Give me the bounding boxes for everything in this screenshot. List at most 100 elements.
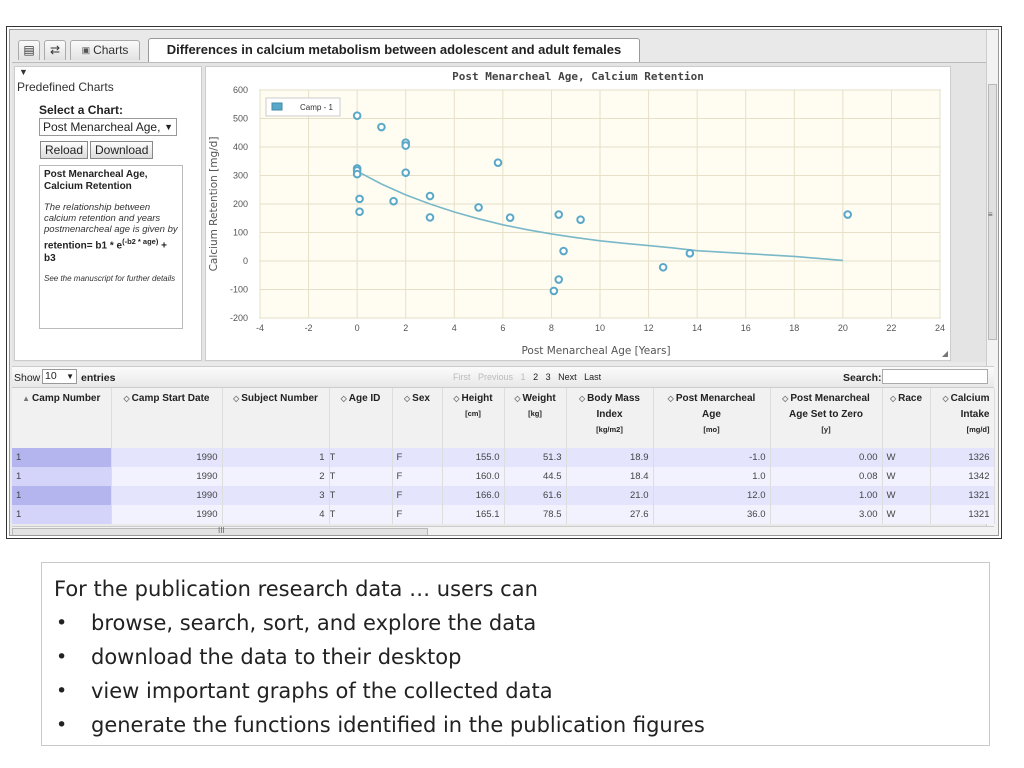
data-point [425,213,435,222]
pager-next[interactable]: Next [558,372,577,382]
horizontal-scrollbar[interactable]: III [12,526,994,535]
legend-label: Camp - 1 [300,103,333,112]
pager-page-3[interactable]: 3 [545,372,551,382]
table-cell: 51.3 [504,448,567,467]
description-text: The relationship between calcium retenti… [44,202,178,235]
search-label: Search: [843,372,882,384]
grid-view-icon[interactable]: ▤ [18,40,40,60]
chevron-down-icon: ▼ [164,122,173,132]
table-cell: 160.0 [442,467,505,486]
grid-toolbar: Show 10 ▼ entries First Previous 1 2 3 N… [12,366,994,388]
data-point [377,122,386,132]
x-tick-label: -4 [256,323,264,333]
download-button[interactable]: Download [90,141,154,159]
x-tick-label: 24 [935,323,945,333]
tab-charts[interactable]: ▣ Charts [70,40,140,60]
table-cell: F [392,448,443,467]
scrollbar-thumb[interactable] [988,84,997,340]
column-label: Race [898,393,923,404]
export-icon[interactable]: ⇄ [44,40,66,60]
table-row[interactable]: 1 1990 2 T F 160.0 44.5 18.4 1.0 0.08 W 1342 [12,467,995,486]
column-label: Sex [412,393,430,404]
panel-title: Predefined Charts [17,80,114,94]
tab-dataset-title[interactable]: Differences in calcium metabolism betwee… [148,38,640,62]
column-unit: [kg/m2] [596,425,623,434]
column-header[interactable]: ◇ Weight [kg] [504,388,567,448]
column-header[interactable]: ◇ Age ID [329,388,393,448]
chart-select-dropdown[interactable]: Post Menarcheal Age, ▼ [39,118,177,136]
table-row[interactable]: 1 1990 4 T F 165.1 78.5 27.6 36.0 3.00 W 1321 [12,505,995,524]
tab-charts-label: Charts [93,43,129,57]
table-cell: T [329,448,393,467]
data-point [576,215,585,224]
pager-page-2[interactable]: 2 [533,372,539,382]
y-tick-label: 600 [233,85,248,95]
table-cell: F [392,467,443,486]
pager-page-1[interactable]: 1 [520,372,526,382]
x-tick-label: 2 [403,323,408,333]
column-header[interactable]: ◇ Sex [392,388,443,448]
column-label: Calcium Intake [950,393,990,420]
table-cell: 1 [12,486,112,505]
table-body: 1 1990 1 T F 155.0 51.3 18.9 -1.0 0.00 W 1326 1 1990 2… [12,448,995,524]
data-point [658,262,668,272]
column-label: Post Menarcheal Age [675,393,756,420]
table-row[interactable]: 1 1990 3 T F 166.0 61.6 21.0 12.0 1.00 W 1321 [12,486,995,505]
column-header[interactable]: ◇ Post Menarcheal Age [mo] [653,388,771,448]
table-cell: 155.0 [442,448,505,467]
table-cell: 21.0 [566,486,654,505]
column-header[interactable]: ◇ Post Menarcheal Age Set to Zero [y] [770,388,883,448]
table-cell: 1321 [930,505,995,524]
table-row[interactable]: 1 1990 1 T F 155.0 51.3 18.9 -1.0 0.00 W 1326 [12,448,995,467]
scrollbar-thumb[interactable]: III [12,526,428,535]
y-tick-label: 300 [233,171,248,181]
x-tick-label: 4 [452,323,457,333]
y-tick-label: 100 [233,228,248,238]
tab-strip: ▤ ⇄ ▣ Charts Differences in calcium metab… [12,38,994,62]
table-cell: 3 [222,486,330,505]
column-unit: [mg/d] [966,425,990,434]
chevron-down-icon: ▼ [66,372,74,381]
sort-icon: ◇ [889,394,897,403]
bullet-text: download the data to their desktop [91,645,462,669]
search-input[interactable] [882,369,988,384]
column-header[interactable]: ◇ Body Mass Index [kg/m2] [566,388,654,448]
pager-last[interactable]: Last [584,372,602,382]
table-cell: F [392,505,443,524]
column-header[interactable]: ◇ Calcium Intake [mg/d] [930,388,995,448]
resize-handle-icon[interactable]: ◢ [941,349,948,358]
y-tick-label: -100 [230,285,248,295]
column-label: Camp Start Date [131,393,210,404]
pager-first[interactable]: First [453,372,471,382]
intro-text: For the publication research data … user… [54,577,538,601]
reload-button[interactable]: Reload [40,141,89,159]
table-cell: 1990 [111,448,223,467]
pager-previous[interactable]: Previous [478,372,514,382]
y-tick-label: 500 [233,114,248,124]
column-header[interactable]: ◇ Height [cm] [442,388,505,448]
data-point [685,249,695,258]
table-cell: 1 [222,448,330,467]
table-cell: 2 [222,467,330,486]
data-table: ▲ Camp Number ◇ Camp Start Date ◇ Subject Num… [12,388,995,524]
table-cell: 1321 [930,486,995,505]
bullet-item: • view important graphs of the collected … [54,674,977,708]
collapse-caret-icon[interactable]: ▼ [19,67,28,77]
entries-per-page-select[interactable]: 10 ▼ [42,369,77,384]
show-label: Show [14,372,41,384]
bullet-marker: • [56,612,68,634]
predefined-charts-panel: ▼ Predefined Charts Select a Chart: Post… [14,66,202,361]
x-tick-label: 12 [644,323,654,333]
y-tick-label: 400 [233,142,248,152]
column-header[interactable]: ◇ Subject Number [222,388,330,448]
column-header[interactable]: ◇ Camp Start Date [111,388,223,448]
column-header[interactable]: ◇ Race [882,388,931,448]
y-tick-label: 200 [233,199,248,209]
table-cell: 12.0 [653,486,771,505]
table-cell: 1990 [111,467,223,486]
column-header[interactable]: ▲ Camp Number [12,388,112,448]
scatter-chart: -4 -2 0 2 4 6 8 10 12 14 16 18 20 22 24-200-1000100200… [208,70,945,357]
app-frame: ▤ ⇄ ▣ Charts Differences in calcium metab… [9,29,999,536]
table-cell: 0.08 [770,467,883,486]
column-label: Post Menarcheal Age Set to Zero [789,393,870,420]
